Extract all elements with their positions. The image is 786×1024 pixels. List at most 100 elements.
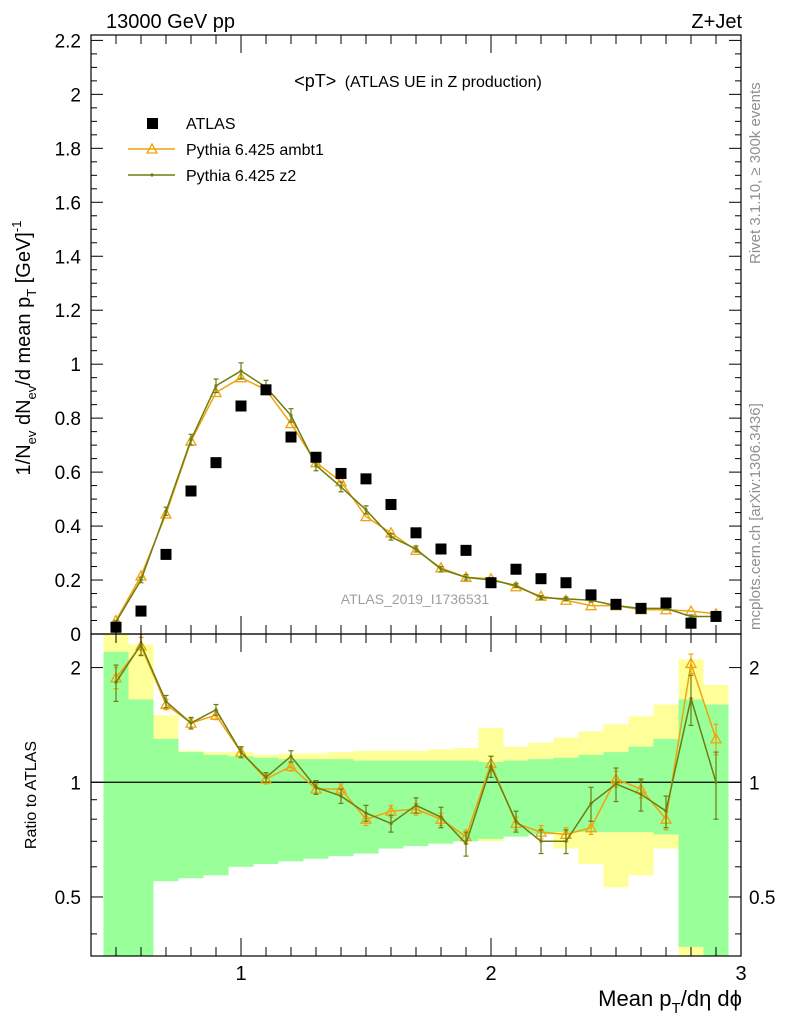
main-z2-point — [239, 369, 243, 373]
main-y-tick-label: 2.2 — [55, 31, 81, 52]
ratio-ambt1-point — [259, 772, 273, 784]
main-y-tick-label: 0.4 — [55, 517, 82, 538]
ratio-band-inner — [153, 738, 179, 882]
ratio-y-tick-label-right: 0.5 — [749, 888, 775, 909]
main-z2-point — [539, 595, 543, 600]
ratio-series — [109, 634, 723, 857]
ratio-z2-point — [514, 819, 518, 823]
main-ambt1-point — [284, 417, 298, 429]
main-z2-point — [289, 413, 293, 418]
ratio-ambt1-point — [284, 760, 298, 772]
atlas-data-point — [235, 400, 247, 412]
ratio-band-inner — [228, 756, 254, 867]
main-ambt1-point — [159, 507, 173, 519]
legend-z2-label: Pythia 6.425 z2 — [186, 168, 296, 185]
main-ambt1-point — [409, 544, 423, 556]
main-y-tick-label: 1.6 — [55, 193, 81, 214]
main-z2-point — [364, 508, 368, 512]
ratio-z2-point — [439, 815, 443, 819]
legend: ATLAS Pythia 6.425 ambt1 Pythia 6.425 z2 — [128, 116, 324, 185]
axis-ticks: 0 0.2 0.4 0.6 0.8 1 1.2 1.4 1.6 1.8 2 2.2 1 2 3 0.5 0.5 1… — [55, 31, 776, 985]
main-ambt1-point — [234, 371, 248, 383]
ratio-z2-point — [464, 842, 468, 846]
atlas-data-point — [710, 610, 722, 622]
main-z2-point — [414, 547, 418, 551]
main-z2-point — [314, 463, 318, 467]
main-z2-point — [164, 509, 168, 513]
atlas-data-point — [685, 617, 697, 629]
atlas-data-point — [285, 431, 297, 443]
ratio-y-tick-label-right: 1 — [749, 773, 760, 794]
ratio-y-tick-label-left: 1 — [70, 773, 81, 794]
atlas-data-point — [210, 457, 222, 469]
main-z2-point — [464, 575, 468, 579]
atlas-data-point — [160, 548, 172, 560]
ratio-band-inner — [128, 699, 154, 956]
main-ambt1-line — [115, 376, 717, 621]
ratio-z2-point — [289, 754, 293, 758]
ratio-z2-point — [214, 708, 218, 712]
ratio-z2-point — [639, 792, 643, 796]
plot-title: <pT> (ATLAS UE in Z production) — [294, 71, 542, 91]
main-y-tick-label: 0 — [70, 625, 81, 646]
main-z2-point — [514, 583, 518, 588]
ratio-z2-point — [264, 775, 268, 779]
header-right: Z+Jet — [691, 11, 742, 33]
ratio-ambt1-point — [584, 821, 598, 833]
main-ambt1-point — [359, 510, 373, 522]
plot-title-main: <pT> — [294, 71, 336, 91]
ratio-band-inner — [328, 759, 354, 857]
ratio-band-inner — [303, 759, 329, 859]
atlas-data-point — [560, 577, 572, 589]
atlas-data-point — [485, 577, 497, 589]
ratio-band-inner — [178, 752, 204, 879]
ratio-ambt1-point — [709, 732, 723, 744]
main-z2-point — [214, 384, 218, 388]
legend-atlas-marker — [147, 118, 158, 129]
x-tick-label: 1 — [235, 963, 246, 985]
main-ambt1-point — [584, 599, 598, 611]
ratio-z2-point — [189, 721, 193, 725]
ratio-band-inner — [453, 760, 479, 842]
ratio-ambt1-point — [684, 657, 698, 669]
ratio-band-inner — [553, 757, 579, 833]
ratio-z2-point — [239, 750, 243, 754]
atlas-data-point — [510, 563, 522, 575]
ratio-z2-point — [489, 764, 493, 769]
x-tick-label: 2 — [485, 963, 496, 985]
x-tick-label: 3 — [735, 963, 746, 985]
ratio-z2-point — [114, 680, 118, 684]
ratio-ambt1-point — [359, 812, 373, 824]
main-z2-point — [389, 535, 393, 539]
ratio-z2-point — [664, 809, 668, 813]
ratio-z2-point — [314, 785, 318, 789]
main-z2-point — [189, 438, 193, 442]
ratio-band-inner — [103, 651, 129, 956]
ratio-z2-point — [414, 803, 418, 807]
ratio-band-inner — [203, 754, 229, 876]
atlas-data-point — [435, 543, 447, 555]
main-z2-point — [439, 567, 443, 571]
main-y-tick-label: 1 — [70, 355, 81, 376]
ratio-z2-point — [564, 839, 568, 843]
watermark: ATLAS_2019_I1736531 — [341, 591, 490, 607]
y-axis-label-main: 1/Nev dNev/d mean pT [GeV]-1 — [9, 221, 39, 476]
main-z2-line — [115, 370, 716, 623]
main-y-tick-label: 0.2 — [55, 571, 81, 592]
atlas-data-point — [535, 573, 547, 585]
y-axis-label-ratio: Ratio to ATLAS — [23, 741, 40, 849]
atlas-data-point — [660, 597, 672, 609]
main-y-tick-label: 1.4 — [55, 247, 82, 268]
side-label-rivet: Rivet 3.1.10, ≥ 300k events — [747, 82, 764, 264]
ratio-y-tick-label-right: 2 — [749, 659, 760, 680]
atlas-data-point — [310, 451, 322, 463]
atlas-data-point — [135, 605, 147, 617]
legend-ambt1-marker — [145, 142, 159, 154]
plot-title-sub: (ATLAS UE in Z production) — [345, 74, 542, 91]
legend-z2-marker — [150, 173, 154, 177]
ratio-z2-point — [714, 780, 718, 784]
ratio-y-tick-label-left: 0.5 — [55, 888, 81, 909]
main-z2-point — [139, 578, 143, 582]
main-y-tick-label: 0.8 — [55, 409, 81, 430]
main-z2-point — [689, 614, 693, 619]
